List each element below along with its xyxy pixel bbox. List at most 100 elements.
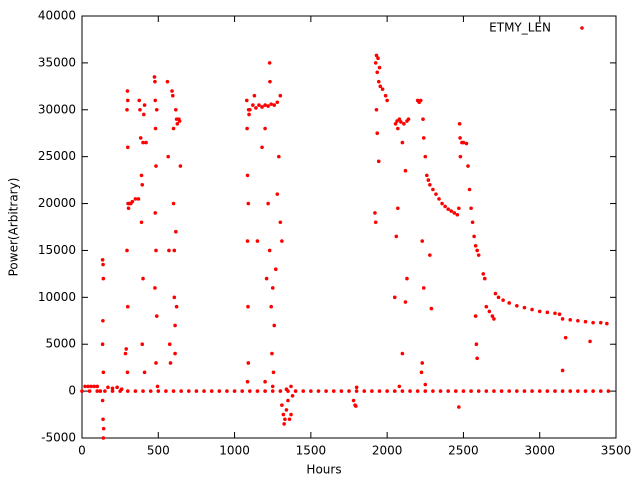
point [370, 389, 374, 393]
point [173, 323, 177, 328]
point [154, 107, 159, 112]
point [469, 389, 473, 393]
point [457, 405, 461, 409]
point [136, 197, 141, 201]
point [492, 317, 496, 321]
point [153, 98, 158, 103]
point [437, 197, 441, 201]
y-tick-label: -5000 [41, 431, 76, 445]
point [257, 103, 261, 107]
point [461, 140, 466, 145]
point [232, 389, 237, 393]
x-tick-label: 2500 [448, 444, 479, 458]
x-tick-label: 500 [147, 444, 170, 458]
point [380, 87, 385, 91]
point [255, 239, 260, 243]
point [402, 122, 406, 126]
x-tick-label: 3500 [601, 444, 632, 458]
point [493, 291, 498, 296]
point [421, 286, 426, 290]
point [110, 389, 115, 393]
point [269, 102, 273, 106]
point [101, 262, 105, 267]
point [421, 117, 425, 121]
point [171, 126, 176, 131]
point [426, 178, 431, 182]
point [501, 298, 505, 302]
point [83, 384, 87, 389]
point [270, 286, 275, 290]
point [376, 159, 381, 164]
point [392, 389, 397, 393]
point [373, 211, 377, 215]
point [591, 320, 595, 325]
point [428, 253, 432, 257]
point [443, 204, 447, 209]
point [394, 234, 399, 239]
point [280, 403, 284, 407]
point [522, 389, 527, 393]
point [167, 248, 171, 253]
point [100, 342, 105, 347]
point [138, 136, 143, 140]
point [476, 253, 481, 257]
point [560, 389, 565, 393]
point [260, 105, 264, 109]
point [125, 89, 130, 93]
point [385, 389, 389, 393]
point [507, 301, 512, 305]
point [246, 201, 251, 206]
point [537, 309, 542, 314]
point [272, 323, 277, 328]
point [153, 286, 157, 290]
point [454, 389, 458, 393]
point [139, 220, 144, 225]
point [553, 389, 557, 393]
point [123, 351, 128, 356]
point [492, 389, 496, 393]
point [290, 394, 295, 398]
point [420, 239, 425, 243]
point [421, 136, 426, 140]
point [576, 318, 580, 323]
point [264, 276, 269, 281]
point [476, 389, 481, 393]
point [583, 389, 588, 393]
point [278, 93, 283, 98]
point [156, 389, 161, 393]
point [553, 311, 557, 316]
point [392, 295, 397, 300]
point [244, 98, 249, 103]
point [141, 112, 146, 117]
point [167, 342, 172, 347]
point [100, 258, 105, 262]
point [374, 107, 379, 112]
point [458, 154, 463, 159]
point [248, 389, 252, 393]
point [270, 389, 275, 393]
point [403, 300, 408, 304]
point [472, 234, 476, 239]
point [446, 389, 450, 393]
point [470, 220, 475, 225]
point [125, 145, 130, 150]
point [246, 361, 251, 365]
point [576, 389, 580, 393]
point [376, 56, 380, 60]
point [400, 389, 405, 393]
point [247, 112, 251, 117]
point [455, 213, 460, 217]
point [246, 304, 250, 309]
point [423, 382, 428, 387]
point [385, 98, 389, 103]
point [248, 107, 252, 112]
point [474, 342, 479, 347]
point [375, 131, 380, 136]
point [396, 206, 400, 211]
point [537, 389, 542, 393]
legend-label: ETMY_LEN [489, 21, 551, 35]
point [490, 314, 495, 318]
point [484, 304, 489, 309]
point [251, 103, 255, 107]
point [101, 426, 106, 431]
